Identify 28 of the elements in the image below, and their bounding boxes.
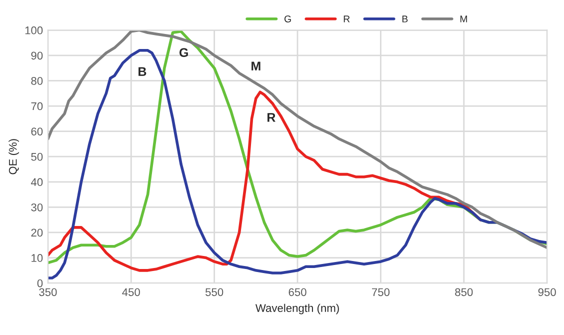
- x-tick-label: 450: [122, 288, 140, 296]
- x-tick-label: 950: [538, 288, 556, 296]
- text: G: [179, 48, 188, 57]
- legend-label: M: [460, 16, 467, 22]
- y-tick-label: 60: [31, 128, 43, 136]
- text: B: [138, 67, 146, 76]
- y-tick-label: 20: [31, 228, 43, 237]
- legend-label: R: [344, 16, 350, 22]
- y-tick-label: 50: [31, 152, 43, 161]
- y-tick-label: 80: [31, 77, 43, 85]
- y-tick-label: 100: [25, 26, 43, 34]
- x-axis-title: Wavelength (nm): [255, 304, 339, 314]
- x-tick-label: 650: [288, 288, 306, 296]
- y-tick-label: 30: [31, 203, 43, 212]
- x-tick-label: 550: [205, 288, 224, 296]
- text: R: [268, 113, 276, 122]
- y-tick-label: 40: [30, 178, 43, 186]
- y-tick-label: 90: [31, 52, 43, 60]
- text: M: [252, 62, 260, 70]
- y-axis-title: QE (%): [8, 139, 19, 174]
- x-tick-label: 350: [39, 288, 57, 296]
- legend-label: B: [402, 16, 408, 22]
- x-tick-label: 750: [372, 288, 390, 296]
- y-tick-label: 10: [32, 254, 43, 262]
- y-tick-label: 0: [37, 279, 43, 288]
- x-tick-label: 850: [455, 288, 473, 296]
- y-tick-label: 70: [31, 102, 43, 110]
- legend-label: G: [284, 16, 291, 22]
